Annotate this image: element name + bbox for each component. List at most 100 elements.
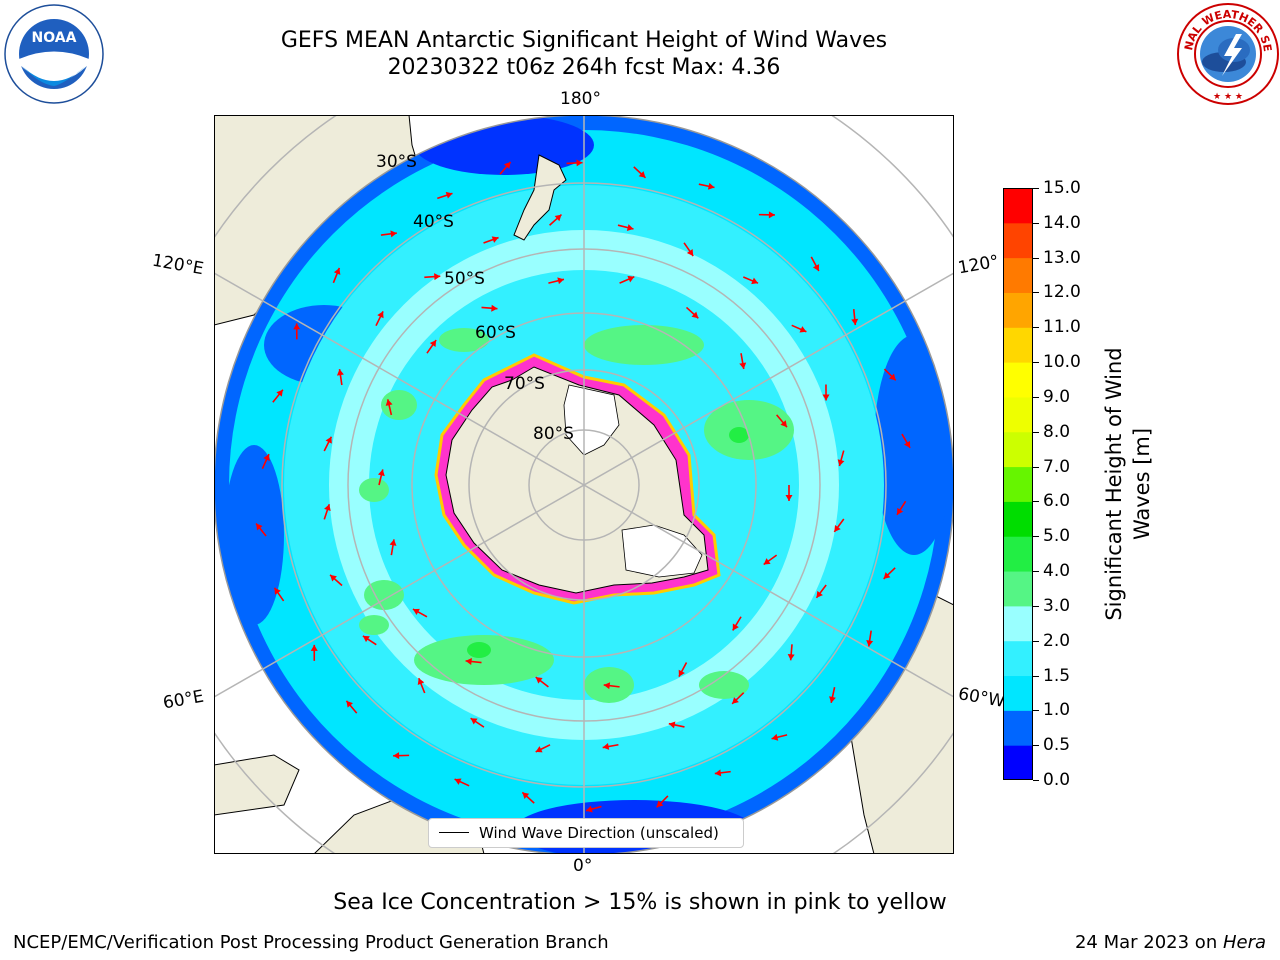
- wind-arrow: [837, 450, 845, 467]
- legend-label: Wind Wave Direction (unscaled): [479, 824, 719, 842]
- colorbar-tick-label: 14.0: [1043, 212, 1081, 233]
- colorbar-tick-mark: [1033, 362, 1039, 364]
- lon-label-120e: 120°E: [150, 250, 206, 280]
- wind-arrow: [785, 485, 793, 501]
- wind-arrow: [678, 662, 688, 678]
- colorbar-label-line2: Waves [m]: [1130, 427, 1154, 541]
- wind-arrow: [470, 717, 485, 728]
- wind-arrow: [465, 658, 482, 665]
- lat-label-50s: 50°S: [444, 269, 485, 289]
- wind-arrow: [362, 635, 377, 646]
- wind-arrow: [380, 230, 397, 238]
- wind-arrow: [822, 384, 830, 401]
- chart-title: GEFS MEAN Antarctic Significant Height o…: [280, 28, 888, 53]
- colorbar-segment: [1003, 675, 1033, 711]
- wind-arrow: [739, 353, 747, 370]
- wind-arrow: [787, 644, 795, 661]
- wind-arrow: [668, 721, 685, 729]
- colorbar-segment: [1003, 292, 1033, 328]
- sea-ice-footnote: Sea Ice Concentration > 15% is shown in …: [333, 890, 947, 915]
- legend-line-sample: [439, 832, 469, 833]
- colorbar-tick-mark: [1033, 501, 1039, 503]
- noaa-logo: NOAA: [4, 4, 104, 104]
- colorbar-segment: [1003, 501, 1033, 537]
- wind-arrow: [424, 273, 441, 281]
- wind-arrow: [698, 182, 715, 190]
- colorbar-tick-label: 4.0: [1043, 561, 1071, 582]
- wind-arrow: [776, 414, 788, 428]
- wind-arrow: [310, 644, 318, 661]
- wind-arrow: [375, 310, 384, 327]
- colorbar-tick-label: 1.0: [1043, 700, 1071, 721]
- africa-land: [214, 754, 300, 816]
- wind-arrow: [481, 304, 498, 312]
- wind-arrow: [437, 191, 453, 200]
- wind-arrow: [521, 791, 535, 804]
- wind-arrow: [683, 242, 694, 257]
- wind-arrow: [883, 368, 897, 381]
- wind-arrow: [685, 306, 699, 319]
- wind-arrow: [656, 795, 669, 808]
- lon-label-120w: 120°: [956, 251, 1001, 279]
- wind-arrow: [763, 554, 778, 566]
- wind-arrow: [385, 399, 393, 416]
- colorbar-segment: [1003, 257, 1033, 293]
- wind-arrow: [412, 608, 428, 618]
- wind-arrow: [866, 630, 874, 647]
- wind-arrow: [329, 574, 343, 587]
- wind-arrow: [261, 453, 270, 470]
- wind-arrow: [323, 436, 333, 452]
- wind-arrow: [833, 518, 845, 533]
- lon-label-0: 0°: [573, 856, 593, 876]
- colorbar-tick-mark: [1033, 292, 1039, 294]
- polar-map: [214, 115, 954, 854]
- colorbar-tick-mark: [1033, 605, 1039, 607]
- wind-arrow: [426, 339, 437, 354]
- colorbar-tick-mark: [1033, 257, 1039, 259]
- lat-label-30s: 30°S: [376, 152, 417, 172]
- colorbar-tick-mark: [1033, 710, 1039, 712]
- wind-arrow: [603, 682, 620, 690]
- nws-logo: NATIONAL WEATHER SERVICE ★ ★ ★: [1176, 2, 1279, 105]
- new-zealand-land: [513, 154, 567, 241]
- wind-arrow: [585, 805, 602, 813]
- wind-arrow: [901, 433, 911, 449]
- colorbar-segment: [1003, 640, 1033, 677]
- wind-arrow: [829, 687, 836, 703]
- wind-arrow: [742, 276, 759, 285]
- lon-label-60w: 60°W: [956, 684, 1007, 712]
- wind-arrow: [791, 324, 807, 333]
- wind-arrow: [377, 469, 385, 486]
- colorbar-segment: [1003, 222, 1033, 259]
- colorbar-tick-label: 2.0: [1043, 630, 1071, 651]
- wind-arrow: [732, 616, 742, 631]
- wind-arrow: [810, 256, 820, 272]
- colorbar-segment: [1003, 327, 1033, 363]
- wind-arrow: [323, 503, 331, 520]
- colorbar-tick-label: 12.0: [1043, 282, 1081, 303]
- lat-label-60s: 60°S: [475, 323, 516, 343]
- wind-arrow: [548, 277, 565, 285]
- wind-arrow: [273, 587, 285, 602]
- colorbar-segment: [1003, 188, 1033, 224]
- colorbar-tick-mark: [1033, 640, 1039, 642]
- colorbar-tick-label: 0.0: [1043, 770, 1071, 790]
- colorbar-tick-label: 1.5: [1043, 665, 1071, 686]
- colorbar-segment: [1003, 466, 1033, 502]
- wind-arrow: [483, 236, 499, 244]
- svg-text:★ ★ ★: ★ ★ ★: [1213, 92, 1243, 102]
- wind-arrow: [758, 211, 775, 219]
- colorbar-segment: [1003, 571, 1033, 607]
- wind-arrow: [771, 733, 788, 741]
- wind-arrow: [566, 159, 583, 167]
- lat-label-70s: 70°S: [504, 374, 545, 394]
- colorbar-tick-label: 15.0: [1043, 178, 1081, 198]
- wind-arrow: [549, 213, 563, 226]
- colorbar-segment: [1003, 362, 1033, 398]
- colorbar-tick-mark: [1033, 571, 1039, 573]
- colorbar-label: Significant Height of Wind Waves [m]: [1100, 347, 1156, 620]
- wind-arrow: [619, 275, 635, 284]
- wind-arrow: [332, 267, 341, 284]
- chart-subtitle: 20230322 t06z 264h fcst Max: 4.36: [387, 55, 781, 80]
- colorbar-tick-mark: [1033, 327, 1039, 329]
